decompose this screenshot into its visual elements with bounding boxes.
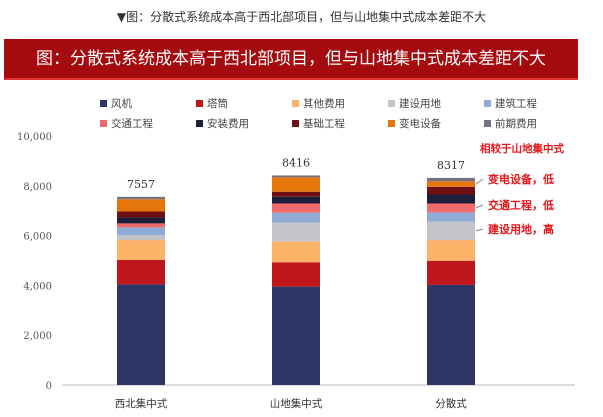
- bar-segment: [117, 260, 165, 285]
- legend-item: 交通工程: [100, 116, 196, 131]
- y-tick-label: 10,000: [17, 132, 52, 143]
- legend-item: 其他费用: [292, 96, 388, 111]
- y-tick-label: 6,000: [23, 232, 52, 243]
- legend-swatch: [388, 120, 395, 127]
- annotation-text: 建设用地，高: [488, 222, 554, 236]
- bar-segment: [427, 212, 475, 222]
- annotation-leader: [475, 204, 484, 209]
- legend-item: 基础工程: [292, 116, 388, 131]
- legend: 风机 塔筒 其他费用 建设用地 建筑工程交通工程 安装费用 基础工程 变电设备 前期费用: [100, 96, 580, 131]
- bar-segment: [117, 284, 165, 385]
- bar-segment: [427, 186, 475, 195]
- bar-segment: [272, 203, 320, 213]
- bar-segment: [272, 241, 320, 263]
- total-label: 8317: [437, 159, 465, 172]
- legend-item: 建筑工程: [484, 96, 580, 111]
- legend-label: 建筑工程: [495, 98, 537, 110]
- legend-swatch: [100, 120, 107, 127]
- bar-segment: [272, 196, 320, 204]
- y-tick-label: 0: [46, 381, 52, 392]
- annotation-header: 相较于山地集中式: [480, 142, 564, 155]
- chart-title-banner: 图：分散式系统成本高于西北部项目，但与山地集中式成本差距不大: [4, 39, 578, 80]
- annotation-leader: [475, 228, 484, 232]
- bar-segment: [117, 196, 165, 200]
- caption: ▼图：分散式系统成本高于西北部项目，但与山地集中式成本差距不大: [116, 10, 487, 24]
- bar-segment: [272, 262, 320, 287]
- legend-swatch: [484, 120, 491, 127]
- legend-swatch: [292, 100, 299, 107]
- bar-segment: [117, 240, 165, 261]
- bar-segment: [427, 177, 475, 182]
- bar-segment: [272, 175, 320, 178]
- legend-item: 建设用地: [388, 96, 484, 111]
- bar-segment: [427, 240, 475, 261]
- bar-segment: [427, 181, 475, 187]
- annotation-text: 交通工程，低: [488, 198, 554, 212]
- legend-item: 变电设备: [388, 116, 484, 131]
- bar-segment: [272, 177, 320, 192]
- legend-swatch: [388, 100, 395, 107]
- y-tick-label: 8,000: [23, 182, 52, 193]
- x-tick-label: 山地集中式: [270, 397, 323, 410]
- legend-label: 建设用地: [399, 98, 441, 110]
- legend-swatch: [484, 100, 491, 107]
- bar-segment: [117, 217, 165, 224]
- legend-label: 塔筒: [207, 98, 228, 110]
- annotation-text: 变电设备，低: [488, 172, 554, 186]
- legend-swatch: [292, 120, 299, 127]
- legend-swatch: [196, 120, 203, 127]
- bar-segment: [117, 199, 165, 212]
- legend-label: 其他费用: [303, 98, 345, 110]
- bar-segment: [427, 284, 475, 385]
- bar-segment: [272, 191, 320, 197]
- x-tick-label: 分散式: [435, 397, 467, 410]
- bar-segment: [427, 221, 475, 241]
- bar-segment: [272, 222, 320, 242]
- bar-segment: [117, 211, 165, 218]
- bar-segment: [272, 286, 320, 385]
- legend-label: 风机: [111, 98, 132, 110]
- legend-label: 交通工程: [111, 118, 153, 130]
- legend-label: 前期费用: [495, 118, 537, 130]
- total-label: 7557: [127, 178, 155, 191]
- legend-item: 风机: [100, 96, 196, 111]
- total-label: 8416: [282, 156, 310, 169]
- x-tick-label: 西北集中式: [115, 397, 168, 410]
- legend-label: 变电设备: [399, 118, 441, 130]
- y-tick-label: 2,000: [23, 331, 52, 342]
- bar-segment: [117, 223, 165, 228]
- bar-segment: [427, 260, 475, 285]
- y-tick-label: 4,000: [23, 281, 52, 292]
- legend-swatch: [100, 100, 107, 107]
- bar-segment: [117, 235, 165, 241]
- legend-label: 安装费用: [207, 118, 249, 130]
- bar-segment: [427, 194, 475, 204]
- legend-item: 前期费用: [484, 116, 580, 131]
- bar-segment: [427, 203, 475, 213]
- legend-swatch: [196, 100, 203, 107]
- bar-segment: [272, 212, 320, 223]
- bar-segment: [117, 227, 165, 236]
- legend-item: 安装费用: [196, 116, 292, 131]
- annotation-leader: [475, 178, 484, 185]
- legend-label: 基础工程: [303, 118, 345, 130]
- legend-item: 塔筒: [196, 96, 292, 111]
